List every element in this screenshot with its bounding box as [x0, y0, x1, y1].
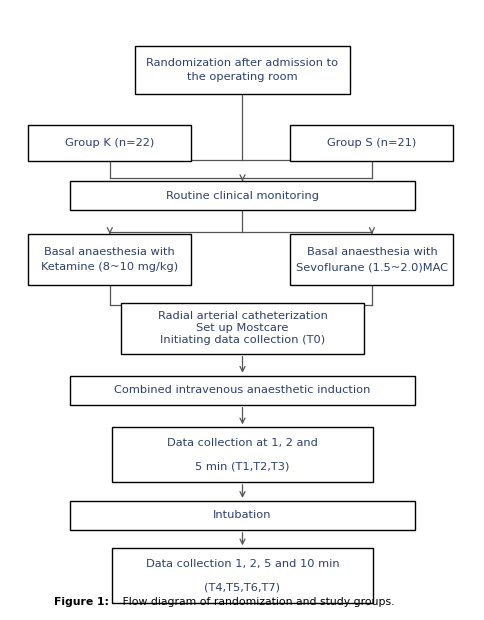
Bar: [112, 548, 372, 603]
Bar: [70, 501, 414, 530]
Text: Figure 1:: Figure 1:: [54, 596, 109, 606]
Text: Set up Mostcare: Set up Mostcare: [196, 323, 288, 333]
Text: Flow diagram of randomization and study groups.: Flow diagram of randomization and study …: [119, 596, 394, 606]
Bar: [70, 181, 414, 210]
Text: (T4,T5,T6,T7): (T4,T5,T6,T7): [204, 582, 280, 592]
Bar: [121, 303, 363, 354]
Text: Sevoflurane (1.5~2.0)MAC: Sevoflurane (1.5~2.0)MAC: [295, 262, 447, 272]
Text: Group K (n=22): Group K (n=22): [65, 138, 154, 148]
Text: Data collection 1, 2, 5 and 10 min: Data collection 1, 2, 5 and 10 min: [145, 559, 339, 569]
Text: Radial arterial catheterization: Radial arterial catheterization: [157, 311, 327, 321]
Bar: [290, 234, 453, 285]
Text: Data collection at 1, 2 and: Data collection at 1, 2 and: [166, 438, 318, 448]
Bar: [112, 427, 372, 482]
Text: Randomization after admission to: Randomization after admission to: [146, 58, 338, 68]
Bar: [290, 125, 453, 161]
Text: Intubation: Intubation: [213, 510, 271, 520]
Text: Routine clinical monitoring: Routine clinical monitoring: [166, 191, 318, 201]
Text: Group S (n=21): Group S (n=21): [327, 138, 416, 148]
Text: Basal anaesthesia with: Basal anaesthesia with: [45, 247, 175, 257]
Text: 5 min (T1,T2,T3): 5 min (T1,T2,T3): [195, 461, 289, 471]
Text: Initiating data collection (T0): Initiating data collection (T0): [160, 335, 324, 345]
Text: Basal anaesthesia with: Basal anaesthesia with: [306, 247, 437, 257]
Bar: [135, 46, 349, 94]
Text: the operating room: the operating room: [187, 72, 297, 82]
Bar: [28, 125, 191, 161]
Bar: [28, 234, 191, 285]
Bar: [70, 376, 414, 405]
Text: Combined intravenous anaesthetic induction: Combined intravenous anaesthetic inducti…: [114, 385, 370, 395]
Text: Ketamine (8~10 mg/kg): Ketamine (8~10 mg/kg): [41, 262, 178, 272]
